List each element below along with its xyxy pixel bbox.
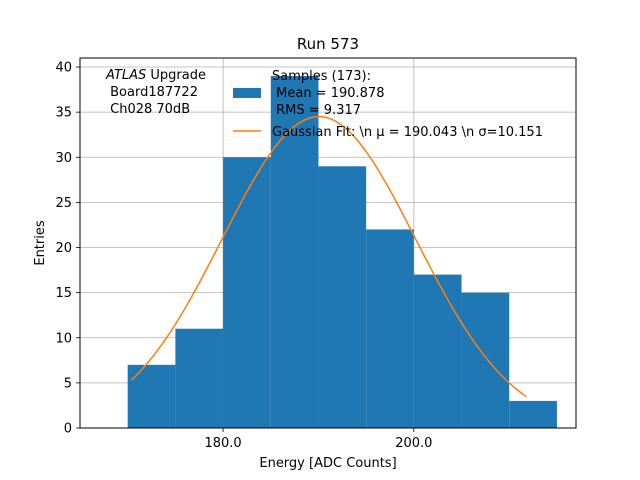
x-tick-label: 180.0 [204, 436, 241, 451]
y-tick-label: 20 [55, 241, 72, 256]
histogram-bar [461, 292, 510, 428]
annotation-atlas: ATLAS [105, 68, 146, 83]
plot-frame [79, 57, 577, 429]
y-axis-label: Entries [33, 220, 48, 266]
atlas-annotation: ATLAS Upgrade Board187722 Ch028 70dB [105, 68, 206, 117]
annotation-line-2: Board187722 [106, 85, 198, 100]
histogram-bar [175, 328, 224, 428]
y-tick-label: 0 [64, 422, 72, 437]
legend-histogram-swatch [233, 88, 261, 98]
x-tick-label: 200.0 [395, 436, 432, 451]
histogram-bar [318, 166, 367, 429]
legend-histogram-label-1: Samples (173): [272, 69, 371, 84]
annotation-line-3: Ch028 70dB [106, 102, 190, 117]
y-tick-label: 40 [55, 61, 72, 76]
y-tick-label: 30 [55, 151, 72, 166]
chart-title: Run 573 [297, 35, 359, 53]
histogram-bar [270, 76, 319, 429]
histogram-bar [413, 274, 462, 428]
y-tick-label: 10 [55, 331, 72, 346]
gaussian-fit-curve [130, 115, 527, 398]
y-tick-label: 5 [64, 376, 72, 391]
histogram-bars [127, 76, 557, 429]
y-tick-label: 15 [55, 286, 72, 301]
histogram-bar [509, 400, 557, 428]
histogram-bar [223, 157, 271, 428]
x-axis-label: Energy [ADC Counts] [259, 456, 396, 471]
legend: Samples (173): Mean = 190.878 RMS = 9.31… [233, 69, 543, 140]
legend-histogram-label-3: RMS = 9.317 [272, 103, 361, 118]
legend-fit-label: Gaussian Fit: \n μ = 190.043 \n σ=10.151 [272, 125, 543, 140]
gaussian-fit [130, 115, 527, 398]
y-tick-label: 35 [55, 106, 72, 121]
legend-histogram-label-2: Mean = 190.878 [272, 86, 384, 101]
annotation-line-1: ATLAS Upgrade [105, 68, 206, 83]
annotation-upgrade: Upgrade [146, 68, 206, 83]
y-axis-ticks: 0 5 10 15 20 25 30 35 40 [55, 61, 80, 437]
x-axis-ticks: 180.0 200.0 [204, 428, 432, 451]
histogram-bar [127, 364, 176, 428]
y-tick-label: 25 [55, 196, 72, 211]
histogram-bar [366, 229, 414, 428]
